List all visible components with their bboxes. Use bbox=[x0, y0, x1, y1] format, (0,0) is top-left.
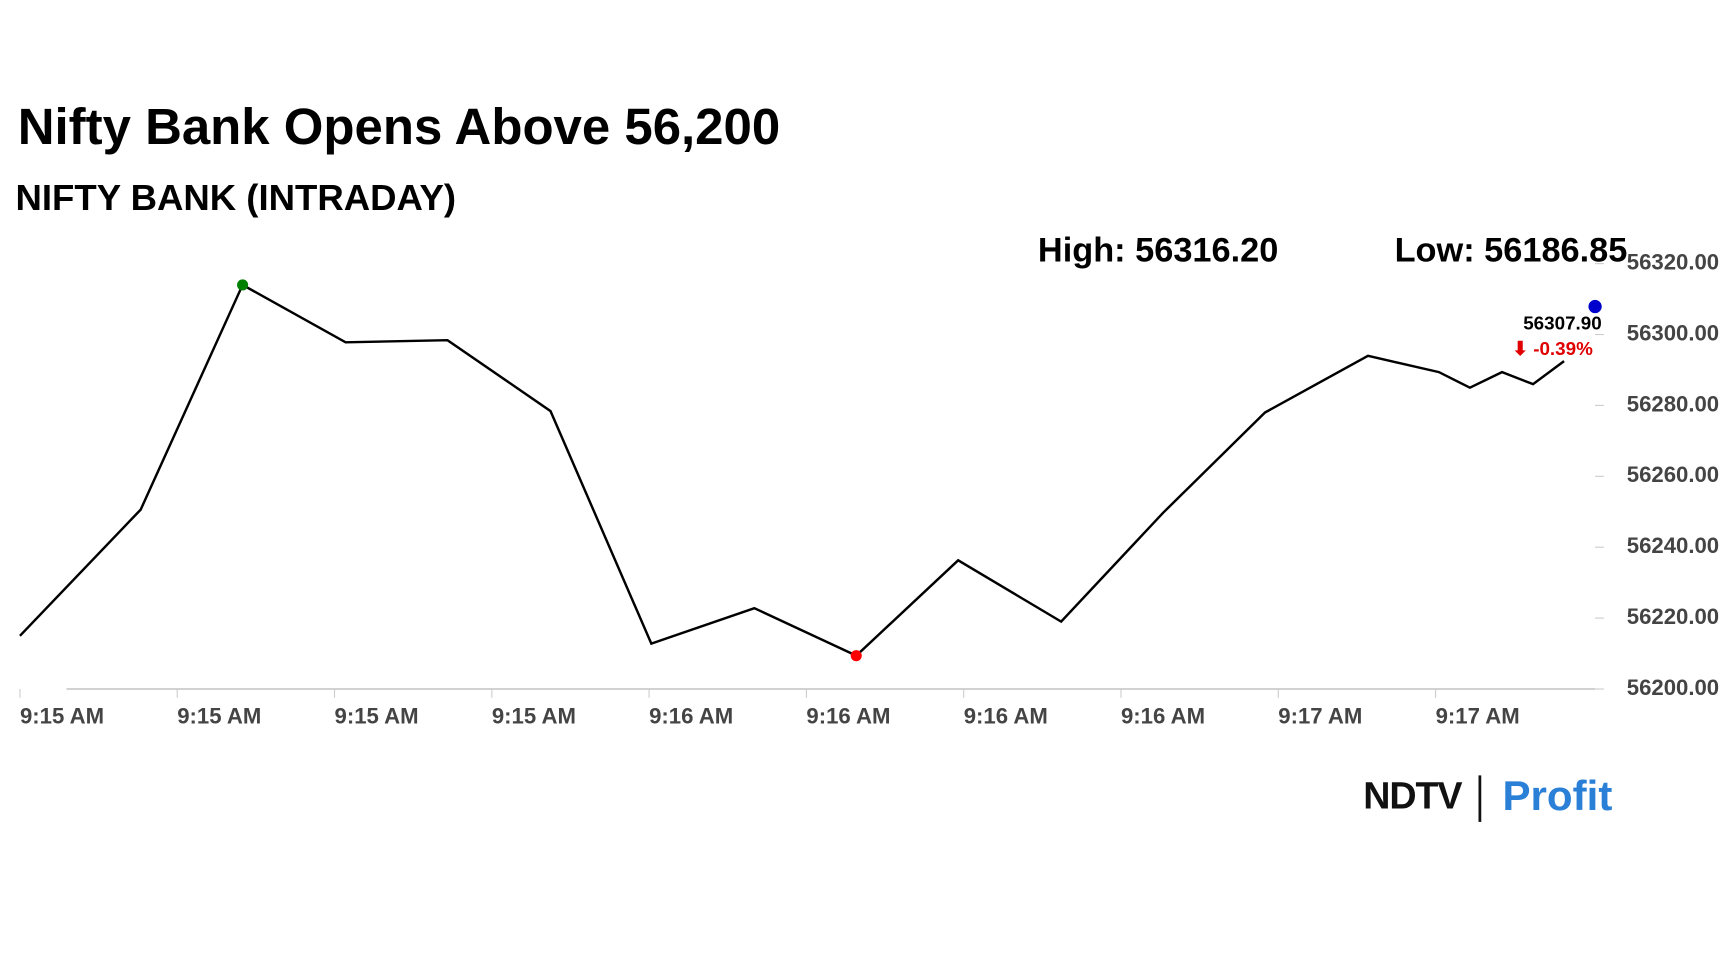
x-tick-label: 9:15 AM bbox=[492, 704, 576, 729]
x-tick-label: 9:16 AM bbox=[649, 704, 733, 729]
y-tick-label: 56240.00 bbox=[1627, 533, 1719, 558]
high-marker bbox=[237, 279, 249, 291]
x-tick-label: 9:16 AM bbox=[1121, 704, 1205, 729]
x-tick-label: 9:15 AM bbox=[335, 704, 419, 729]
price-line bbox=[19, 283, 1565, 658]
x-tick-label: 9:17 AM bbox=[1278, 704, 1362, 729]
chart-subtitle: NIFTY BANK (INTRADAY) bbox=[16, 177, 457, 218]
low-text: Low: 56186.85 bbox=[1395, 232, 1628, 270]
logo-ndtv: NDTV bbox=[1363, 775, 1462, 817]
last-marker bbox=[1588, 299, 1602, 314]
x-tick-label: 9:15 AM bbox=[177, 704, 261, 729]
change-label: ⬇ -0.39% bbox=[1512, 338, 1593, 359]
x-tick-label: 9:16 AM bbox=[806, 704, 890, 729]
y-tick-label: 56260.00 bbox=[1627, 462, 1719, 487]
y-tick-label: 56280.00 bbox=[1627, 391, 1719, 416]
last-value-label: 56307.90 bbox=[1523, 313, 1602, 334]
y-tick-label: 56200.00 bbox=[1627, 675, 1719, 700]
y-tick-label: 56320.00 bbox=[1627, 249, 1719, 274]
chart-title: Nifty Bank Opens Above 56,200 bbox=[18, 98, 780, 155]
logo-profit: Profit bbox=[1502, 772, 1612, 819]
x-tick-label: 9:17 AM bbox=[1436, 704, 1520, 729]
high-text: High: 56316.20 bbox=[1038, 232, 1278, 270]
x-tick-label: 9:16 AM bbox=[964, 704, 1048, 729]
y-tick-label: 56300.00 bbox=[1627, 320, 1719, 345]
low-marker bbox=[850, 650, 862, 662]
y-tick-label: 56220.00 bbox=[1627, 604, 1719, 629]
x-tick-label: 9:15 AM bbox=[20, 704, 104, 729]
